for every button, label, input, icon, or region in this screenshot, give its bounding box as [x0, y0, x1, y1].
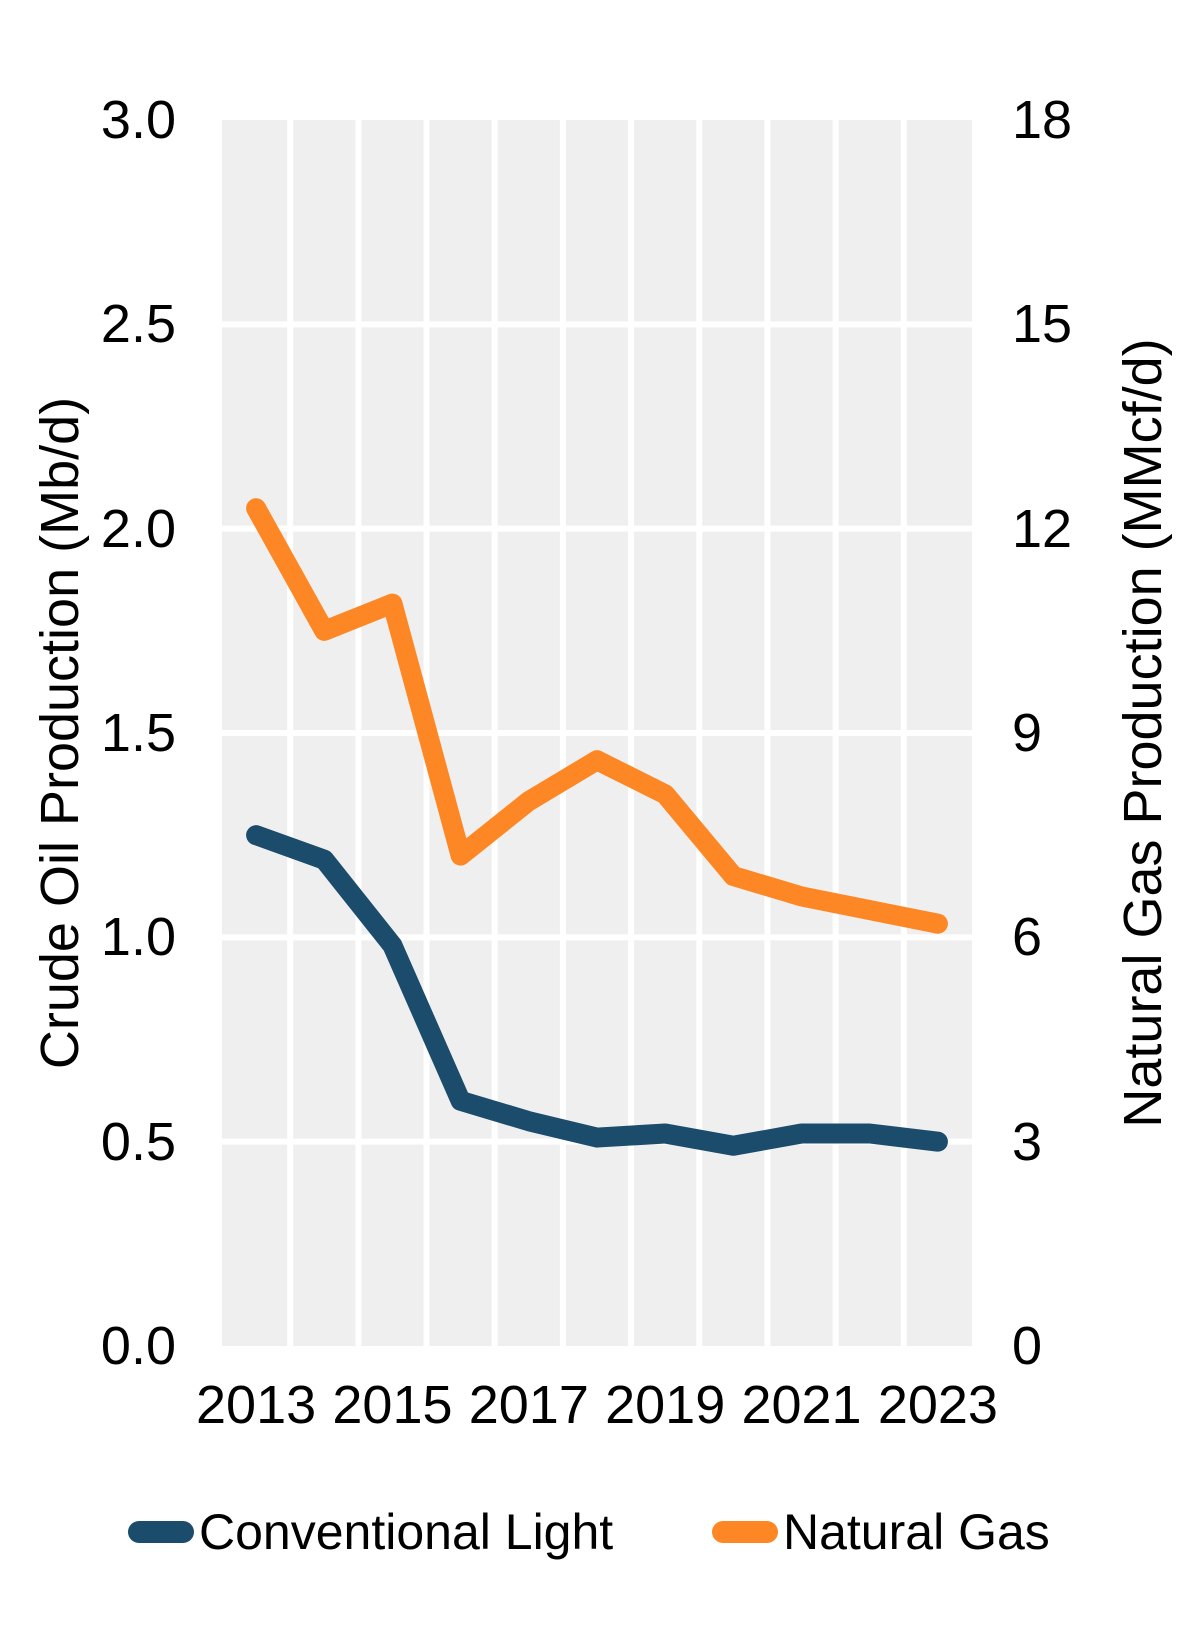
left-axis-tick: 1.5: [100, 703, 176, 763]
left-axis-tick: 3.0: [100, 90, 176, 150]
x-axis-tick: 2021: [741, 1375, 862, 1435]
right-axis-tick: 15: [1012, 294, 1073, 355]
right-axis-tick: 12: [1012, 498, 1073, 559]
legend-label: Natural Gas: [783, 1504, 1050, 1560]
left-axis-tick: 2.5: [100, 294, 176, 355]
x-axis-tick: 2023: [877, 1375, 998, 1435]
right-axis-title: Natural Gas Production (MMcf/d): [1113, 338, 1173, 1128]
right-axis-tick: 9: [1012, 703, 1043, 763]
left-axis-tick: 2.0: [100, 498, 176, 559]
right-axis-tick: 3: [1012, 1111, 1043, 1172]
legend-swatch: [712, 1521, 778, 1543]
right-axis-tick: 0: [1012, 1316, 1043, 1376]
legend-item-conventional-light: Conventional Light: [128, 1507, 613, 1557]
right-axis-tick: 6: [1012, 907, 1043, 968]
left-axis-tick: 0.0: [100, 1316, 176, 1376]
x-axis-tick: 2015: [332, 1375, 453, 1435]
x-axis-tick: 2013: [196, 1375, 317, 1435]
left-axis-tick: 0.5: [100, 1111, 176, 1172]
series-line-conventional-light: [246, 825, 948, 1156]
right-axis-tick: 18: [1012, 90, 1073, 150]
x-axis-tick: 2017: [468, 1375, 589, 1435]
x-axis-tick: 2019: [605, 1375, 726, 1435]
legend-label: Conventional Light: [199, 1504, 614, 1560]
series-line-natural-gas: [246, 498, 948, 934]
legend-item-natural-gas: Natural Gas: [712, 1507, 1050, 1557]
legend-swatch: [128, 1521, 194, 1543]
left-axis-tick: 1.0: [100, 907, 176, 968]
